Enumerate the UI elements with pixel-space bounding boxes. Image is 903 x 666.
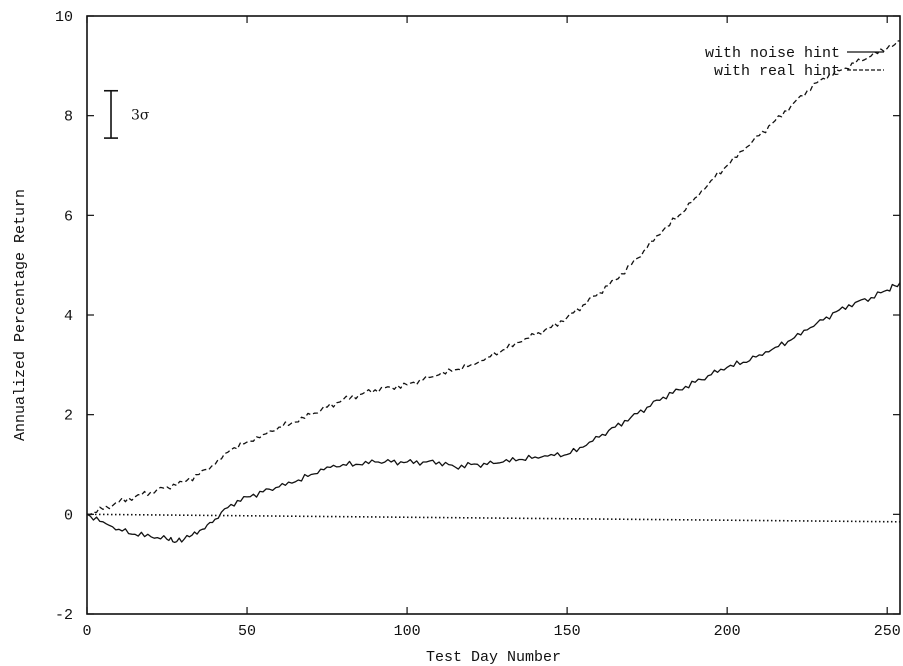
plot-border bbox=[86, 15, 901, 615]
zero-baseline-line bbox=[86, 513, 901, 523]
x-axis-label: Test Day Number bbox=[426, 649, 561, 666]
legend-label-real-hint: with real hint bbox=[714, 63, 840, 80]
axis-ticks bbox=[86, 15, 900, 615]
y-tick-label: 8 bbox=[64, 109, 73, 126]
y-tick-label: 2 bbox=[64, 408, 73, 425]
tick-labels: 0 50 100 150 200 250 -2 0 2 4 6 8 10 bbox=[55, 9, 901, 640]
series-noise-hint-line bbox=[86, 282, 901, 544]
x-tick-label: 200 bbox=[714, 623, 741, 640]
x-tick-label: 100 bbox=[394, 623, 421, 640]
y-axis-label: Annualized Percentage Return bbox=[12, 189, 29, 441]
series-real-hint-line bbox=[86, 40, 901, 516]
x-tick-label: 50 bbox=[238, 623, 256, 640]
y-tick-label: 0 bbox=[64, 507, 73, 524]
x-tick-label: 0 bbox=[82, 623, 91, 640]
plot-frame bbox=[86, 15, 901, 615]
error-bar-label: 3σ bbox=[131, 107, 150, 123]
legend-label-noise-hint: with noise hint bbox=[705, 45, 840, 62]
error-bar: 3σ bbox=[104, 89, 150, 139]
y-tick-label: 6 bbox=[64, 208, 73, 225]
x-tick-label: 150 bbox=[554, 623, 581, 640]
series-lines bbox=[86, 40, 901, 544]
legend: with noise hint with real hint bbox=[705, 45, 884, 80]
y-tick-label: 10 bbox=[55, 9, 73, 26]
x-tick-label: 250 bbox=[874, 623, 901, 640]
y-tick-label: 4 bbox=[64, 308, 73, 325]
y-tick-label: -2 bbox=[55, 607, 73, 624]
